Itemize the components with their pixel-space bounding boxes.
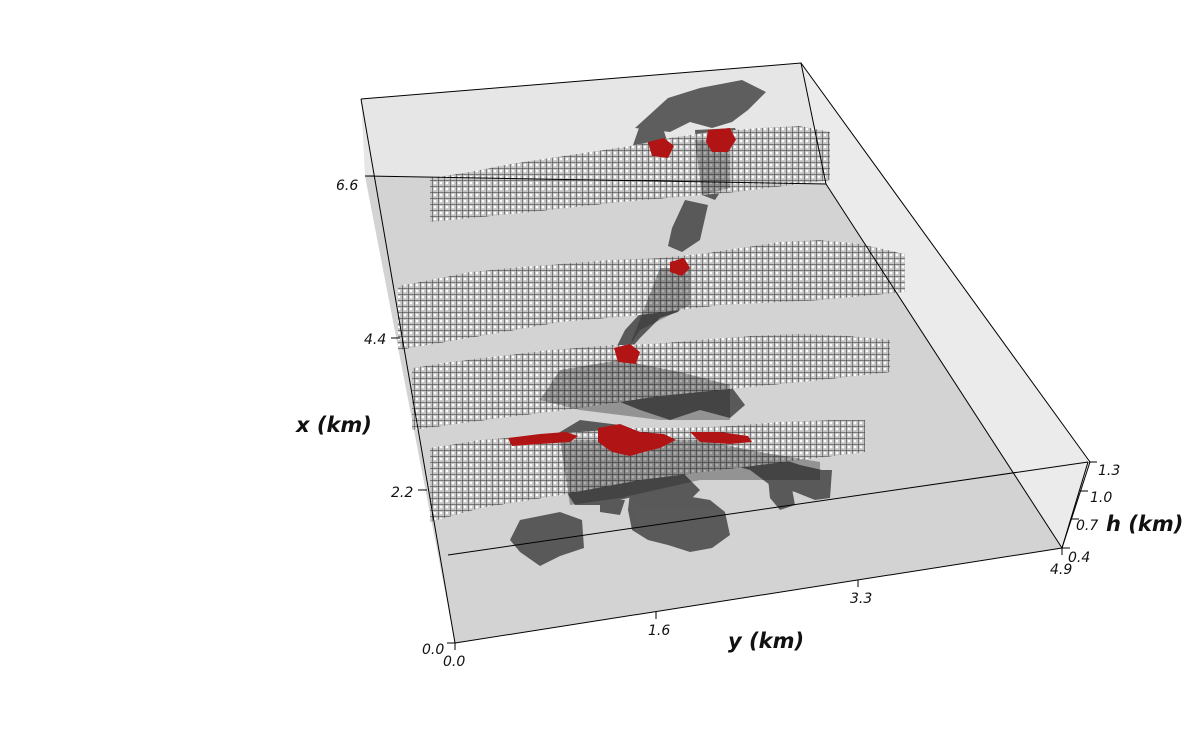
bounding-box [360, 62, 1091, 644]
h-axis-ticks [1062, 461, 1097, 549]
y-tick-label-1: 1.6 [648, 623, 670, 639]
slice-2 [412, 334, 890, 430]
slice-3 [398, 240, 905, 350]
highlight-region [598, 424, 676, 456]
highlight-regions [508, 128, 752, 456]
h-axis-title: h (km) [1106, 512, 1183, 536]
highlight-region [690, 432, 752, 444]
highlight-region [614, 344, 640, 364]
highlight-region [648, 138, 674, 158]
y-axis-title: y (km) [728, 629, 804, 653]
y-tick-label-2: 3.3 [850, 591, 872, 607]
x-tick-label-0: 0.0 [422, 642, 444, 658]
slice-1 [430, 420, 865, 522]
h-tick-label-2: 1.0 [1090, 490, 1112, 506]
h-tick-label-3: 1.3 [1098, 463, 1120, 479]
h-tick-label-0: 0.4 [1068, 550, 1090, 566]
y-tick-label-3: 4.9 [1050, 562, 1072, 578]
y-tick-label-0: 0.0 [443, 654, 465, 670]
x-tick-label-3: 6.6 [336, 178, 358, 194]
x-axis-title: x (km) [295, 413, 372, 437]
h-tick-label-1: 0.7 [1076, 518, 1098, 534]
highlight-region [670, 258, 690, 276]
slice-sections [398, 126, 905, 522]
y-axis-ticks [454, 548, 1063, 650]
dark-body-overlay [540, 140, 820, 505]
highlight-region [508, 432, 578, 446]
right-wall [801, 63, 1090, 548]
x-tick-label-1: 2.2 [391, 485, 413, 501]
x-axis-ticks [365, 175, 455, 644]
highlight-region [706, 128, 736, 152]
slice-4 [430, 126, 830, 222]
x-tick-label-2: 4.4 [364, 332, 386, 348]
